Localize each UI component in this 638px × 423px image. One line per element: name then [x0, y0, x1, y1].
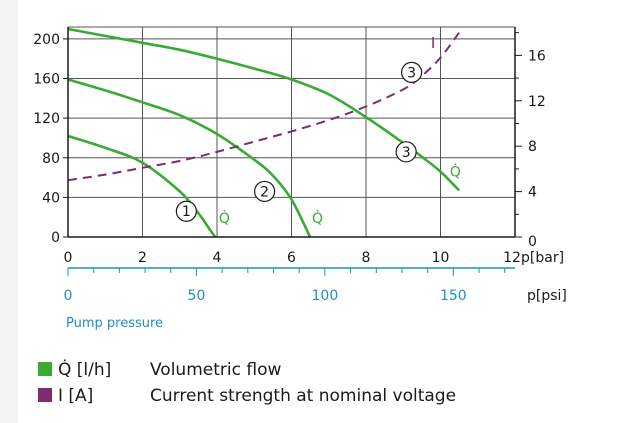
legend-label: Current strength at nominal voltage: [150, 386, 457, 406]
y-left-tick-label: 120: [33, 111, 60, 127]
y-left-tick-label: 160: [33, 72, 60, 88]
figure-panel: [18, 0, 638, 423]
series-line-flow-3: [67, 27, 461, 192]
psi-tick-label: 150: [440, 288, 467, 304]
x-tick-label: 2: [138, 250, 147, 266]
psi-tick-label: 50: [188, 288, 206, 304]
qdot-label: Q̇: [219, 211, 230, 228]
legend-item-flow: Q̇ [l/h] Volumetric flow: [38, 359, 281, 381]
psi-axis-unit-label: p[psi]: [527, 288, 567, 304]
x-axis-unit-label: p[bar]: [521, 250, 564, 266]
y-left-tick-label: 200: [33, 32, 60, 48]
qdot-label: Q̇: [312, 211, 323, 228]
series-line-flow-2: [67, 78, 312, 238]
series-line-current: [67, 32, 460, 182]
x-tick-label: 0: [64, 250, 73, 266]
x-tick-label: 10: [432, 250, 450, 266]
x-tick-label: 8: [362, 250, 371, 266]
x-tick-label: 6: [287, 250, 296, 266]
y-right-tick-label: 12: [528, 94, 546, 110]
series-line-flow-1: [67, 134, 217, 238]
qdot-label: Q̇: [450, 164, 461, 181]
legend-symbol: I [A]: [58, 386, 94, 406]
y-right-tick-label: 8: [528, 139, 537, 155]
curve-marker-1-text: 1: [182, 204, 191, 220]
current-series-label: I: [431, 34, 435, 52]
current-marker-circle: [401, 61, 423, 84]
current-swatch-icon: [38, 388, 52, 402]
curve-marker-1-circle: [175, 200, 197, 222]
x-tick-label: 12: [503, 250, 521, 266]
flow-swatch-icon: [38, 362, 52, 376]
series-layer: [67, 27, 461, 238]
curve-marker-2-circle: [254, 180, 276, 203]
legend-label: Volumetric flow: [150, 360, 282, 380]
y-left-tick-label: 0: [51, 230, 60, 246]
curve-marker-3-text: 3: [402, 145, 411, 161]
psi-axis-title: Pump pressure: [66, 316, 164, 331]
y-left-tick-label: 40: [42, 190, 60, 206]
psi-tick-label: 0: [64, 288, 73, 304]
annotations: 1 Q̇2Q̇3Q̇3I: [175, 34, 461, 228]
y-right-tick-label: 16: [528, 48, 546, 64]
legend-item-current: I [A] Current strength at nominal voltage: [38, 385, 456, 407]
psi-tick-label: 100: [312, 288, 339, 304]
y-right-tick-label: 0: [528, 234, 537, 250]
x-tick-label: 4: [213, 250, 222, 266]
curve-marker-3-circle: [395, 141, 417, 163]
curve-marker-2-text: 2: [260, 184, 269, 200]
legend-symbol: Q̇ [l/h]: [58, 360, 112, 380]
y-right-tick-label: 4: [528, 185, 537, 201]
grid: [68, 27, 515, 237]
current-marker-text: 3: [407, 65, 416, 81]
y-left-tick-label: 80: [42, 151, 60, 167]
